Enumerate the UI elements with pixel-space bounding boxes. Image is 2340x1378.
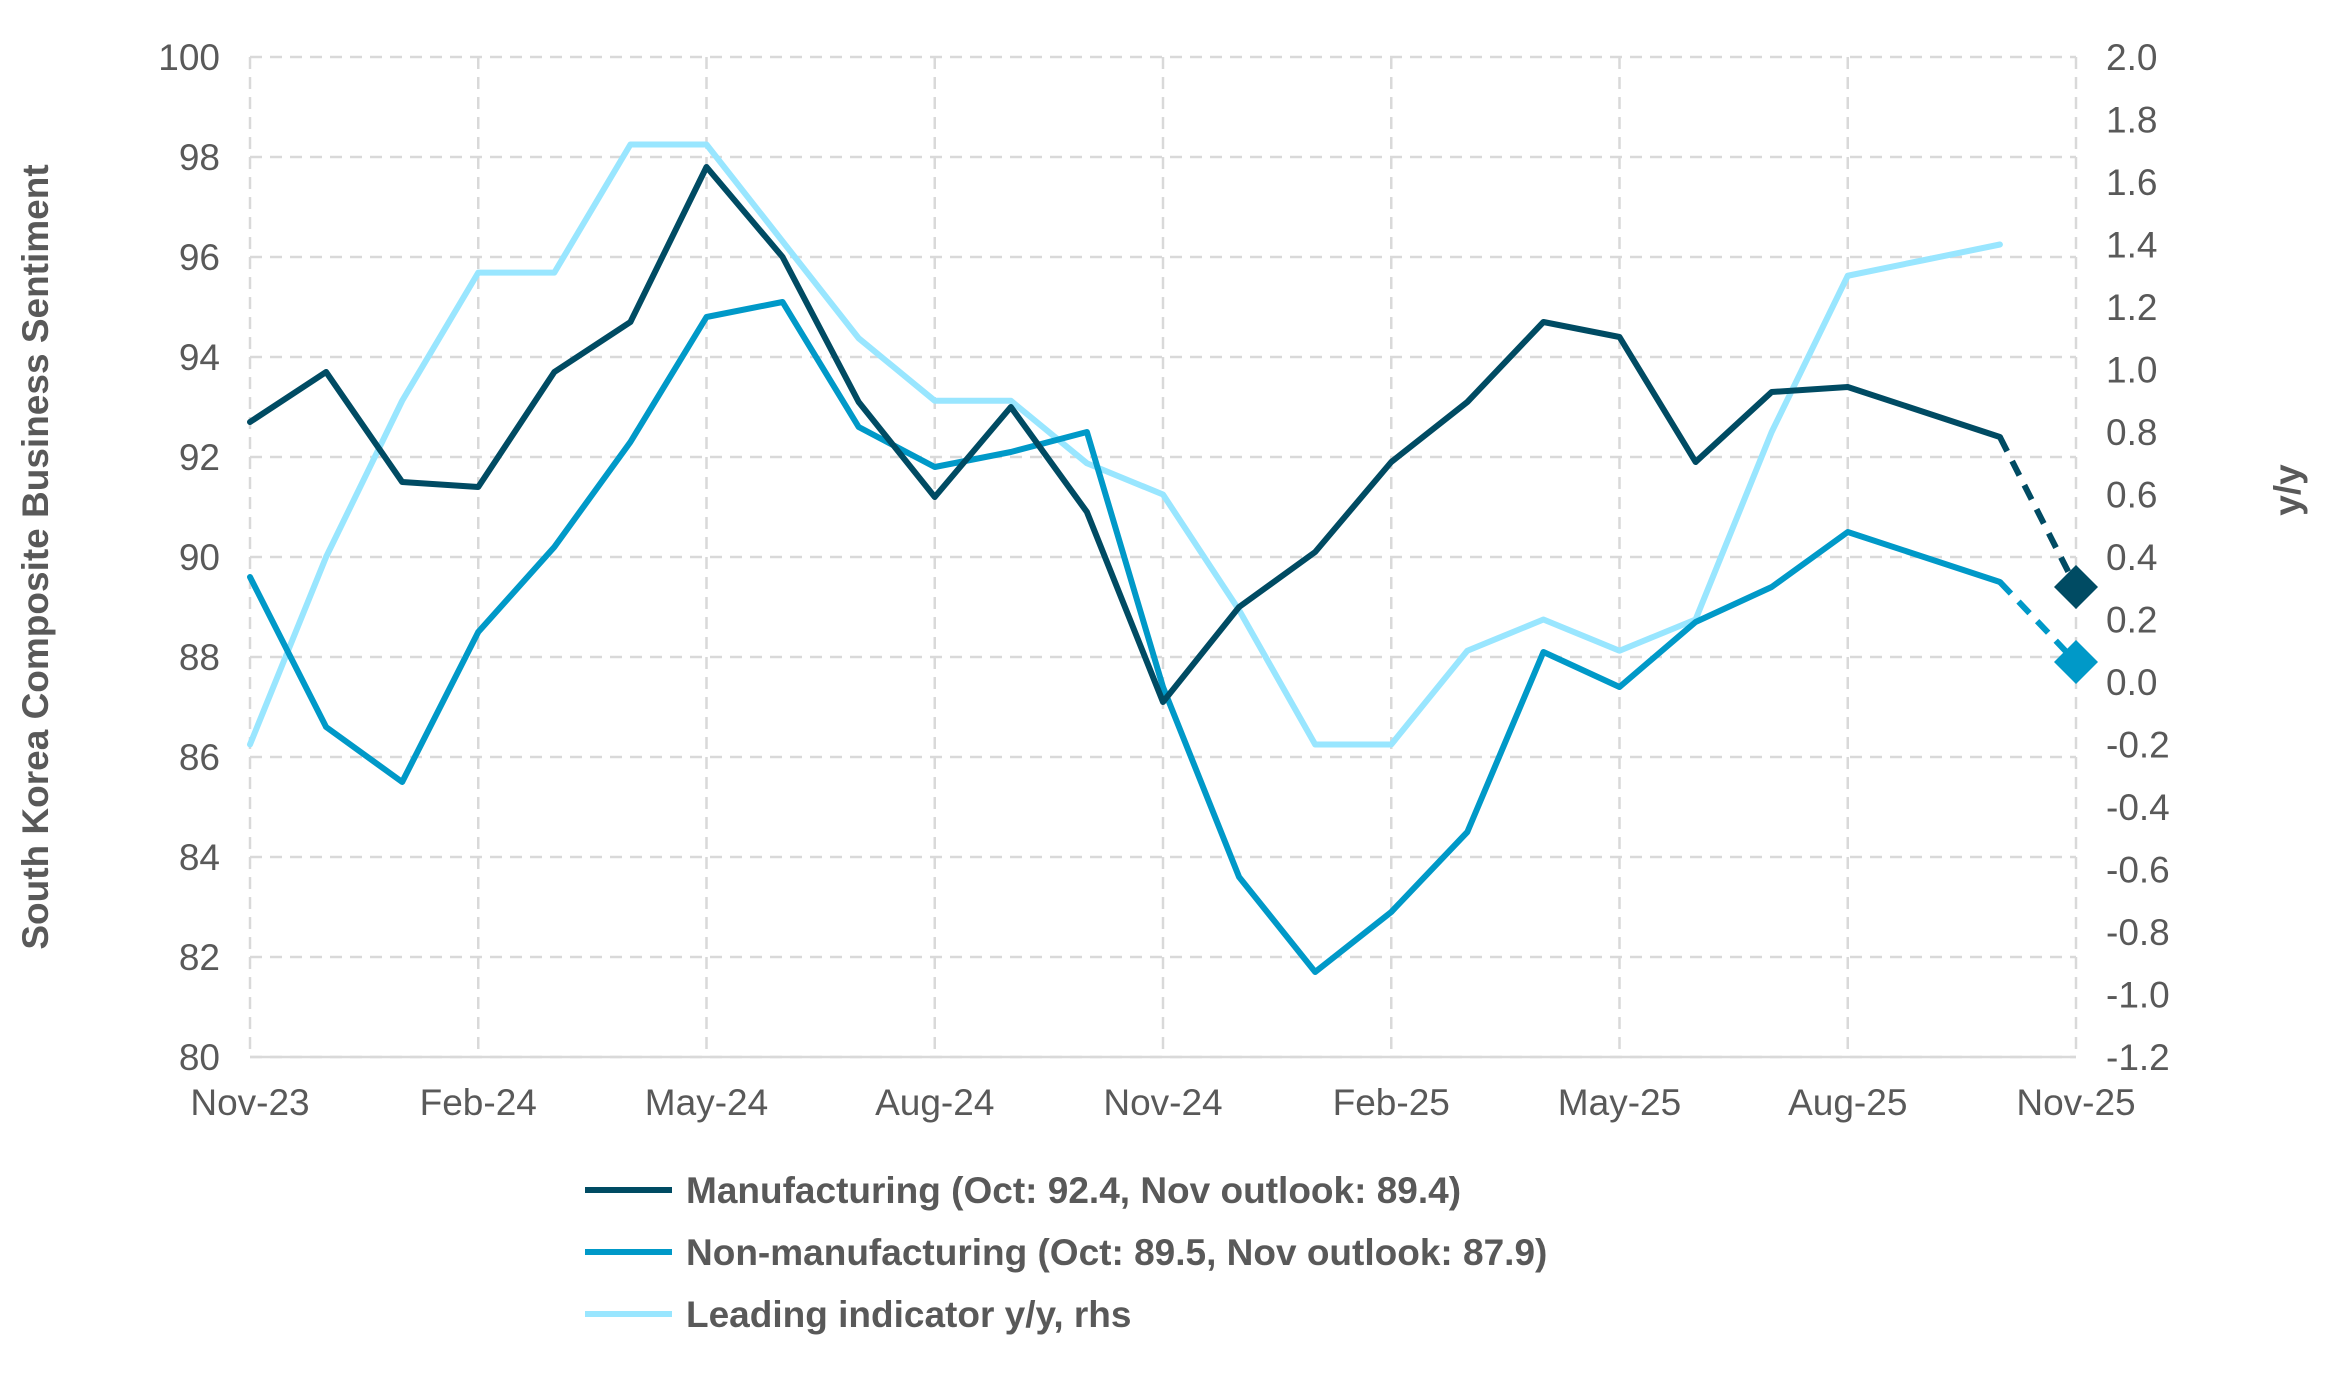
y2-tick-label: 0.4 <box>2106 537 2157 578</box>
outlook-dashed-line <box>1997 435 2079 589</box>
y2-tick-label: 1.8 <box>2106 100 2157 141</box>
y-tick-label: 86 <box>179 737 220 778</box>
outlook-dashed-line <box>1997 579 2079 665</box>
y2-tick-label: 1.2 <box>2106 287 2157 328</box>
y-tick-label: 82 <box>179 937 220 978</box>
series-line <box>247 164 2003 705</box>
y2-tick-label: 1.6 <box>2106 162 2157 203</box>
y2-tick-label: 0.8 <box>2106 412 2157 453</box>
ticks: 80 82 84 86 88 90 92 94 96 98 100 -1.2 -1.0 -0.8 -0.6 -… <box>158 37 2170 1123</box>
y2-tick-label: -1.2 <box>2106 1037 2170 1078</box>
y-tick-label: 100 <box>158 37 220 78</box>
x-tick-label: May-24 <box>645 1082 768 1123</box>
legend-label: Leading indicator y/y, rhs <box>686 1294 1131 1335</box>
x-tick-label: Aug-24 <box>875 1082 994 1123</box>
x-tick-label: Nov-23 <box>190 1082 309 1123</box>
outlook-marker <box>2054 565 2098 609</box>
legend: Manufacturing (Oct: 92.4, Nov outlook: 8… <box>585 1170 1547 1335</box>
y2-tick-label: -1.0 <box>2106 975 2170 1016</box>
x-tick-label: Aug-25 <box>1788 1082 1907 1123</box>
x-tick-label: Feb-25 <box>1333 1082 1450 1123</box>
y-tick-label: 92 <box>179 437 220 478</box>
y2-tick-label: -0.6 <box>2106 850 2170 891</box>
grid <box>248 55 2078 1059</box>
outlook-marker <box>2054 640 2098 684</box>
series-line <box>247 299 2003 975</box>
y-tick-label: 88 <box>179 637 220 678</box>
legend-label: Non-manufacturing (Oct: 89.5, Nov outloo… <box>686 1232 1547 1273</box>
y2-tick-label: -0.8 <box>2106 912 2170 953</box>
y2-tick-label: 1.4 <box>2106 225 2157 266</box>
y2-tick-label: 2.0 <box>2106 37 2157 78</box>
y-tick-label: 96 <box>179 237 220 278</box>
x-tick-label: Feb-24 <box>420 1082 537 1123</box>
y2-tick-label: -0.4 <box>2106 787 2170 828</box>
x-tick-label: Nov-25 <box>2016 1082 2135 1123</box>
series-line <box>247 141 2003 748</box>
y2-tick-label: 1.0 <box>2106 350 2157 391</box>
y-tick-label: 98 <box>179 137 220 178</box>
legend-label: Manufacturing (Oct: 92.4, Nov outlook: 8… <box>686 1170 1461 1211</box>
y-tick-label: 94 <box>179 337 220 378</box>
y-tick-label: 80 <box>179 1037 220 1078</box>
y-axis-label: South Korea Composite Business Sentiment <box>15 164 56 949</box>
x-tick-label: May-25 <box>1558 1082 1681 1123</box>
y-tick-label: 84 <box>179 837 220 878</box>
y2-tick-label: -0.2 <box>2106 725 2170 766</box>
y-tick-label: 90 <box>179 537 220 578</box>
y2-tick-label: 0.6 <box>2106 475 2157 516</box>
y2-axis-label: y/y <box>2267 464 2308 516</box>
y2-tick-label: 0.0 <box>2106 662 2157 703</box>
y2-tick-label: 0.2 <box>2106 600 2157 641</box>
series-lines <box>247 141 2098 975</box>
x-tick-label: Nov-24 <box>1103 1082 1222 1123</box>
